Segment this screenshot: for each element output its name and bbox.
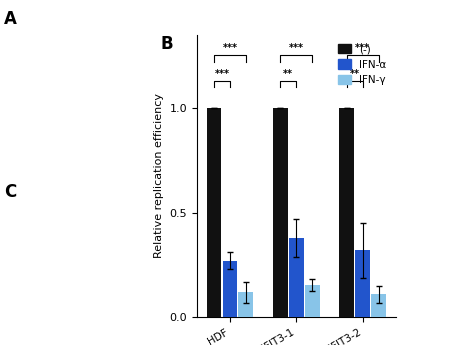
Y-axis label: Relative replication efficiency: Relative replication efficiency (154, 93, 164, 258)
Bar (289, 238, 303, 317)
Text: ***: *** (214, 69, 229, 79)
Bar (207, 108, 221, 317)
Text: A: A (4, 10, 17, 28)
Text: **: ** (350, 69, 360, 79)
Bar (273, 108, 288, 317)
Text: ***: *** (222, 43, 237, 53)
Bar (371, 294, 386, 317)
Bar (339, 108, 354, 317)
Bar (223, 261, 237, 317)
Text: ***: *** (289, 43, 304, 53)
Text: C: C (4, 183, 16, 201)
Legend: (-), IFN-α, IFN-γ: (-), IFN-α, IFN-γ (334, 40, 391, 89)
Text: B: B (161, 34, 173, 52)
Bar (305, 285, 319, 317)
Bar (238, 292, 253, 317)
Text: ***: *** (355, 43, 370, 53)
Text: **: ** (283, 69, 293, 79)
Bar (356, 250, 370, 317)
